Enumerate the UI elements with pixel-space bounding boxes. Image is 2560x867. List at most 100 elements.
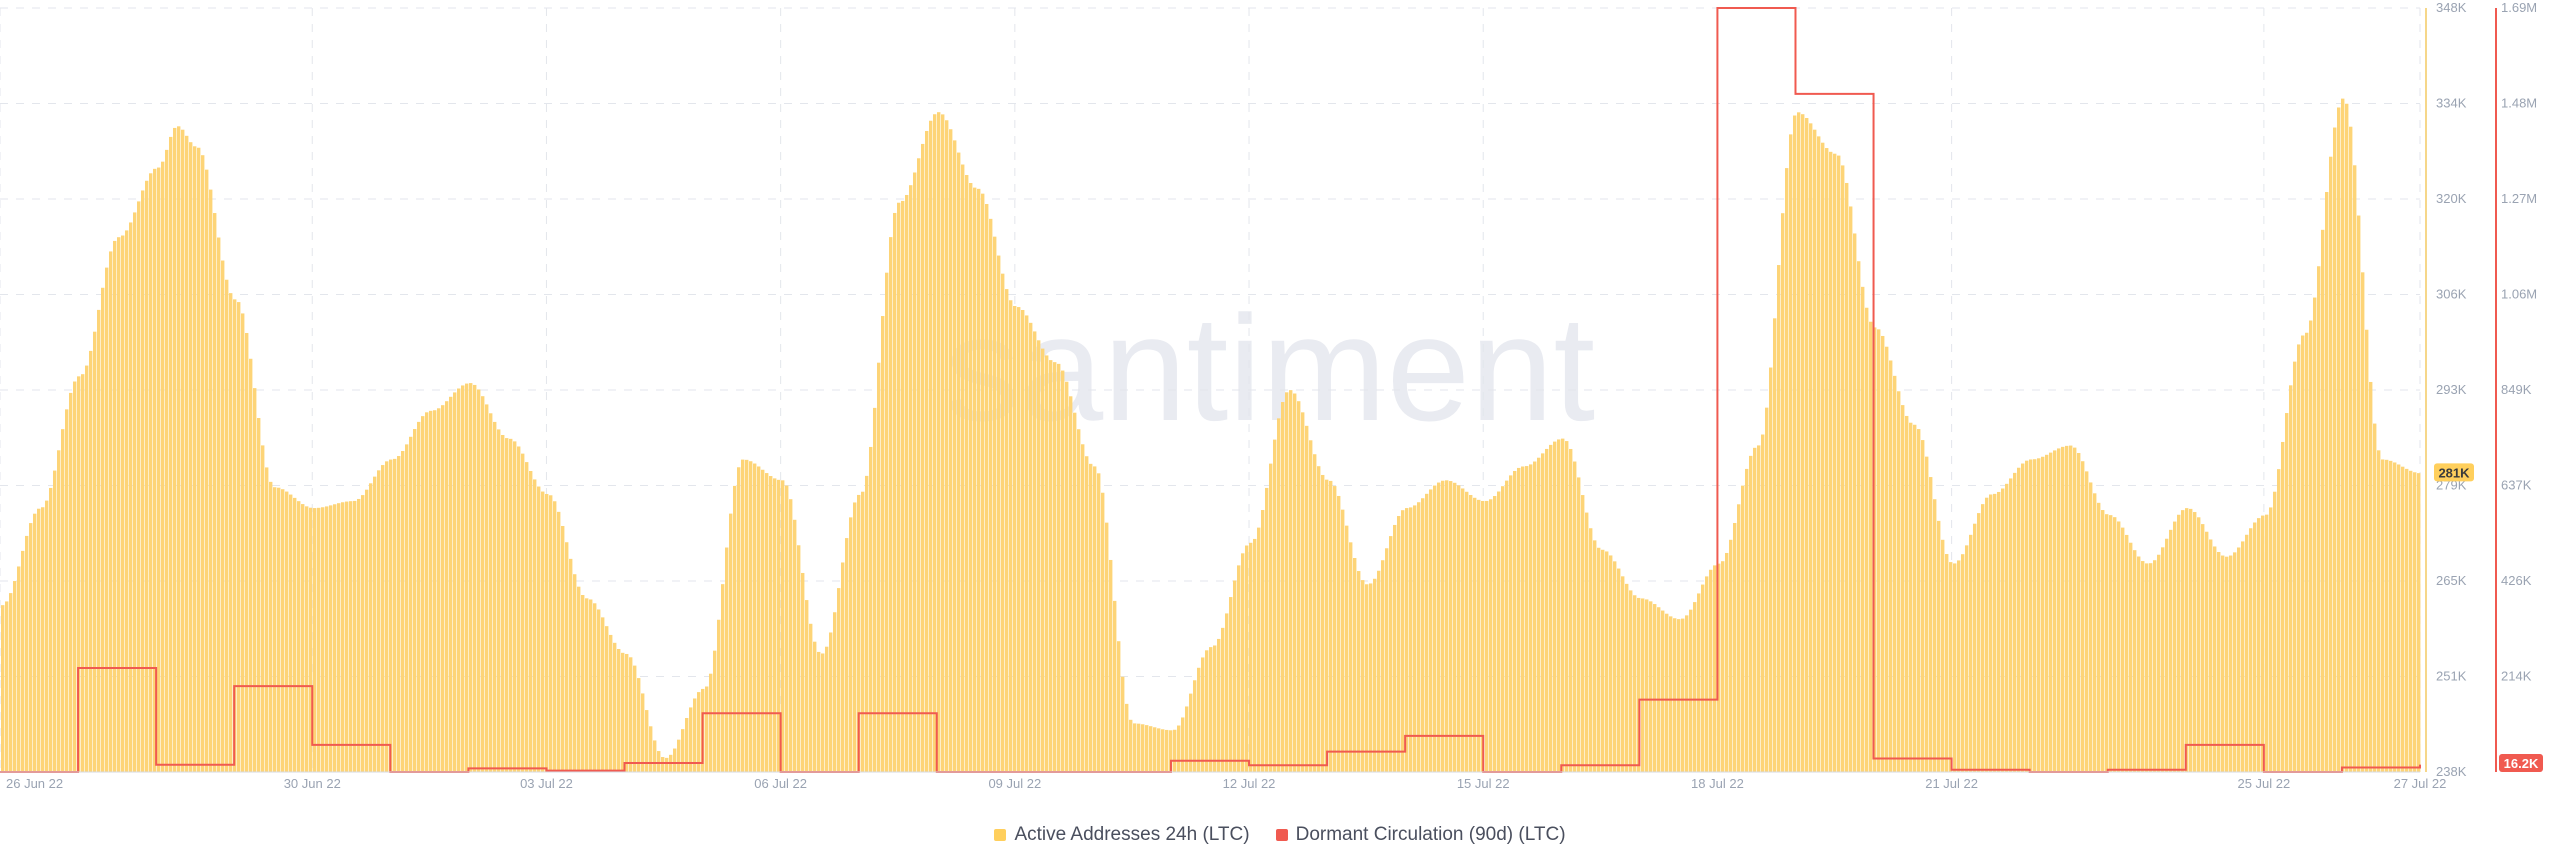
active-address-bar [1177, 725, 1181, 772]
active-address-bar [33, 513, 37, 772]
active-address-bar [401, 451, 405, 772]
active-address-bar [393, 458, 397, 772]
active-address-bar [1401, 510, 1405, 772]
y-left-tick-label: 306K [2436, 287, 2467, 302]
active-address-bar [1297, 401, 1301, 772]
active-address-bar [965, 175, 969, 772]
active-address-bar [2093, 493, 2097, 772]
active-address-bar [2349, 126, 2353, 773]
active-address-bar [2169, 529, 2173, 772]
active-address-bar [593, 603, 597, 772]
active-last-value-badge [2434, 463, 2474, 482]
active-address-bar [1093, 466, 1097, 772]
active-address-bar [1341, 509, 1345, 772]
active-address-bar [2413, 472, 2417, 772]
active-address-bar [569, 558, 573, 772]
active-address-bar [1893, 375, 1897, 772]
active-address-bar [213, 213, 217, 773]
active-address-bar [181, 129, 185, 773]
active-address-bar [1349, 542, 1353, 772]
active-address-bar [437, 408, 441, 772]
active-address-bar [1197, 667, 1201, 772]
active-address-bar [1117, 641, 1121, 772]
active-address-bar [1357, 571, 1361, 772]
active-address-bar [169, 136, 173, 773]
active-address-bar [45, 500, 49, 772]
active-address-bar [1769, 367, 1773, 772]
active-address-bar [521, 453, 525, 772]
active-address-bar [833, 612, 837, 772]
active-address-bar [921, 143, 925, 772]
active-address-bar [1505, 480, 1509, 772]
active-address-bar [1773, 318, 1777, 772]
active-address-bar [1717, 563, 1721, 772]
active-address-bar [1745, 468, 1749, 772]
active-address-bar [1969, 534, 1973, 772]
active-addresses-swatch [994, 829, 1007, 841]
active-address-bar [1805, 118, 1809, 773]
active-address-bar [2233, 552, 2237, 772]
active-address-bar [1157, 728, 1161, 772]
active-address-bar [189, 142, 193, 772]
active-address-bar [193, 146, 197, 772]
active-address-bar [2301, 335, 2305, 772]
active-address-bar [1405, 508, 1409, 772]
active-address-bar [1249, 542, 1253, 772]
active-address-bar [421, 416, 425, 772]
active-address-bar [1445, 480, 1449, 772]
active-address-bar [617, 648, 621, 772]
active-address-bar [1869, 321, 1873, 772]
active-address-bar [645, 710, 649, 772]
active-address-bar [2113, 517, 2117, 772]
active-address-bar [761, 469, 765, 772]
active-address-bar [661, 757, 665, 772]
active-address-bar [89, 350, 93, 772]
active-address-bar [1009, 300, 1013, 772]
active-address-bar [2105, 514, 2109, 772]
active-address-bar [881, 316, 885, 772]
active-address-bar [533, 479, 537, 772]
active-address-bar [1029, 322, 1033, 772]
active-address-bar [2161, 547, 2165, 772]
active-address-bar [2245, 534, 2249, 772]
active-address-bar [1885, 346, 1889, 772]
active-address-bar [1609, 555, 1613, 772]
active-address-bar [1485, 500, 1489, 772]
active-address-bar [1217, 638, 1221, 772]
active-address-bar [233, 299, 237, 772]
active-address-bar [117, 237, 121, 773]
active-address-bar [2405, 468, 2409, 772]
active-address-bar [1841, 165, 1845, 772]
active-address-bar [505, 438, 509, 772]
active-address-bar [1489, 499, 1493, 772]
active-address-bar [541, 491, 545, 772]
active-address-bar [2189, 508, 2193, 772]
active-address-bar [1873, 327, 1877, 772]
active-address-bar [1789, 134, 1793, 772]
active-address-bar [417, 421, 421, 772]
dormant-last-value-badge [2499, 754, 2543, 772]
active-address-bar [1309, 440, 1313, 772]
active-address-bar [1737, 504, 1741, 772]
active-address-bar [849, 517, 853, 772]
legend-item-dormant-circulation[interactable]: Dormant Circulation (90d) (LTC) [1275, 824, 1566, 846]
active-address-bar [745, 459, 749, 772]
active-address-bar [1293, 393, 1297, 772]
active-address-bar [497, 429, 501, 772]
active-address-bar [565, 542, 569, 772]
active-address-bar [2129, 542, 2133, 772]
active-address-bar [2225, 556, 2229, 772]
active-address-bar [2177, 514, 2181, 772]
active-address-bar [409, 436, 413, 772]
active-address-bar [2409, 470, 2413, 772]
active-address-bar [845, 538, 849, 772]
active-address-bar [49, 487, 53, 772]
active-address-bar [1161, 729, 1165, 772]
x-tick-label: 26 Jun 22 [6, 776, 63, 791]
active-address-bar [1085, 456, 1089, 772]
active-address-bar [37, 508, 41, 772]
active-address-bar [1449, 481, 1453, 772]
active-address-bar [1017, 307, 1021, 772]
active-address-bar [1757, 445, 1761, 772]
legend-item-active-addresses[interactable]: Active Addresses 24h (LTC) [994, 824, 1250, 846]
